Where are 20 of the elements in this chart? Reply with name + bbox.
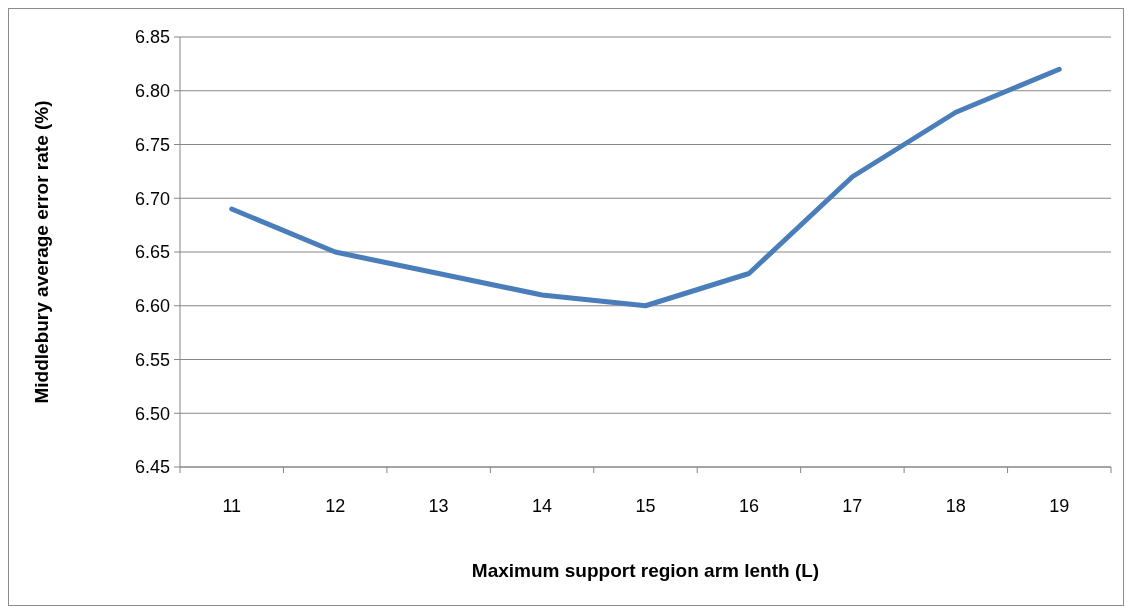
y-tick-label: 6.80 <box>134 81 170 102</box>
x-tick-label: 18 <box>945 496 966 516</box>
x-axis-title: Maximum support region arm lenth (L) <box>471 560 820 581</box>
x-tick-label: 11 <box>222 496 242 516</box>
x-tick-label: 17 <box>842 496 863 516</box>
y-tick-label: 6.75 <box>134 134 170 155</box>
y-tick-label: 6.65 <box>134 242 170 263</box>
y-tick-label: 6.50 <box>134 403 170 424</box>
x-tick-label: 19 <box>1049 496 1070 516</box>
x-tick-label: 12 <box>325 496 346 516</box>
y-tick-label: 6.70 <box>134 188 170 209</box>
x-tick-label: 15 <box>635 496 656 516</box>
y-tick-label: 6.60 <box>134 296 170 317</box>
y-tick-label: 6.85 <box>134 27 170 48</box>
y-tick-label: 6.55 <box>134 349 170 370</box>
y-axis-title: Middlebury average error rate (%) <box>31 100 52 404</box>
x-tick-label: 14 <box>532 496 553 516</box>
x-tick-label: 13 <box>428 496 449 516</box>
y-tick-label: 6.45 <box>134 457 170 478</box>
x-tick-label: 16 <box>738 496 759 516</box>
